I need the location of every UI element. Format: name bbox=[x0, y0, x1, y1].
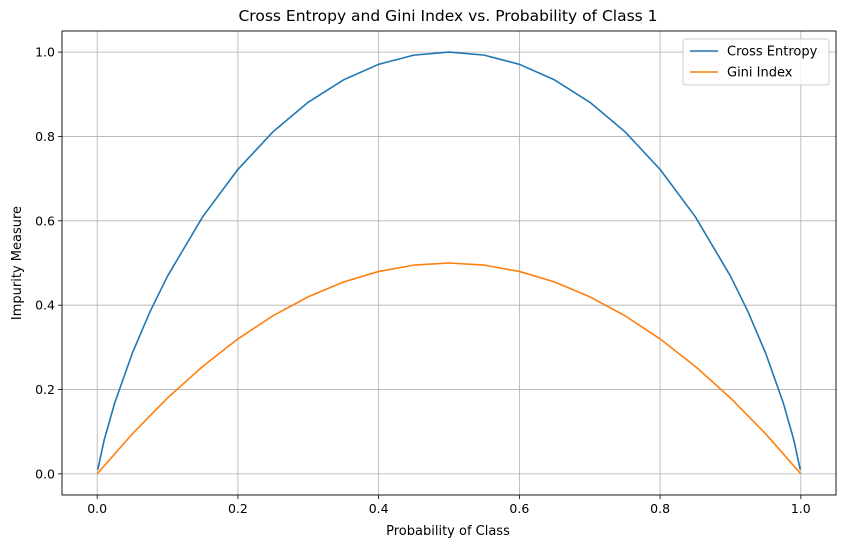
y-tick-label: 0.4 bbox=[35, 298, 55, 313]
chart-title: Cross Entropy and Gini Index vs. Probabi… bbox=[238, 7, 657, 25]
legend: Cross Entropy Gini Index bbox=[682, 38, 830, 86]
series-layer bbox=[97, 51, 801, 474]
y-axis-label: Impurity Measure bbox=[10, 206, 25, 320]
x-tick-label: 0.2 bbox=[228, 501, 248, 516]
y-tick-label: 0.6 bbox=[35, 213, 55, 228]
x-tick-label: 1.0 bbox=[791, 501, 811, 516]
plot-frame bbox=[61, 30, 837, 496]
x-tick-label: 0.0 bbox=[87, 501, 107, 516]
legend-label: Gini Index bbox=[727, 66, 793, 81]
x-axis-label: Probability of Class bbox=[386, 524, 510, 539]
y-tick-label: 1.0 bbox=[35, 45, 55, 60]
series-line-gini-index bbox=[97, 262, 801, 474]
tick-layer: 0.0 0.2 0.4 0.6 0.8 1.0 0.0 0.2 0.4 0.6 0.8 1.0 bbox=[35, 45, 811, 516]
series-line-cross-entropy bbox=[97, 51, 801, 470]
y-tick-label: 0.2 bbox=[35, 382, 55, 397]
x-tick-label: 0.8 bbox=[650, 501, 670, 516]
y-tick-label: 0.8 bbox=[35, 129, 55, 144]
legend-box bbox=[682, 38, 830, 86]
legend-label: Cross Entropy bbox=[727, 45, 818, 60]
y-tick-label: 0.0 bbox=[35, 466, 55, 481]
grid-layer bbox=[62, 31, 836, 495]
x-tick-label: 0.6 bbox=[509, 501, 529, 516]
x-tick-label: 0.4 bbox=[369, 501, 389, 516]
